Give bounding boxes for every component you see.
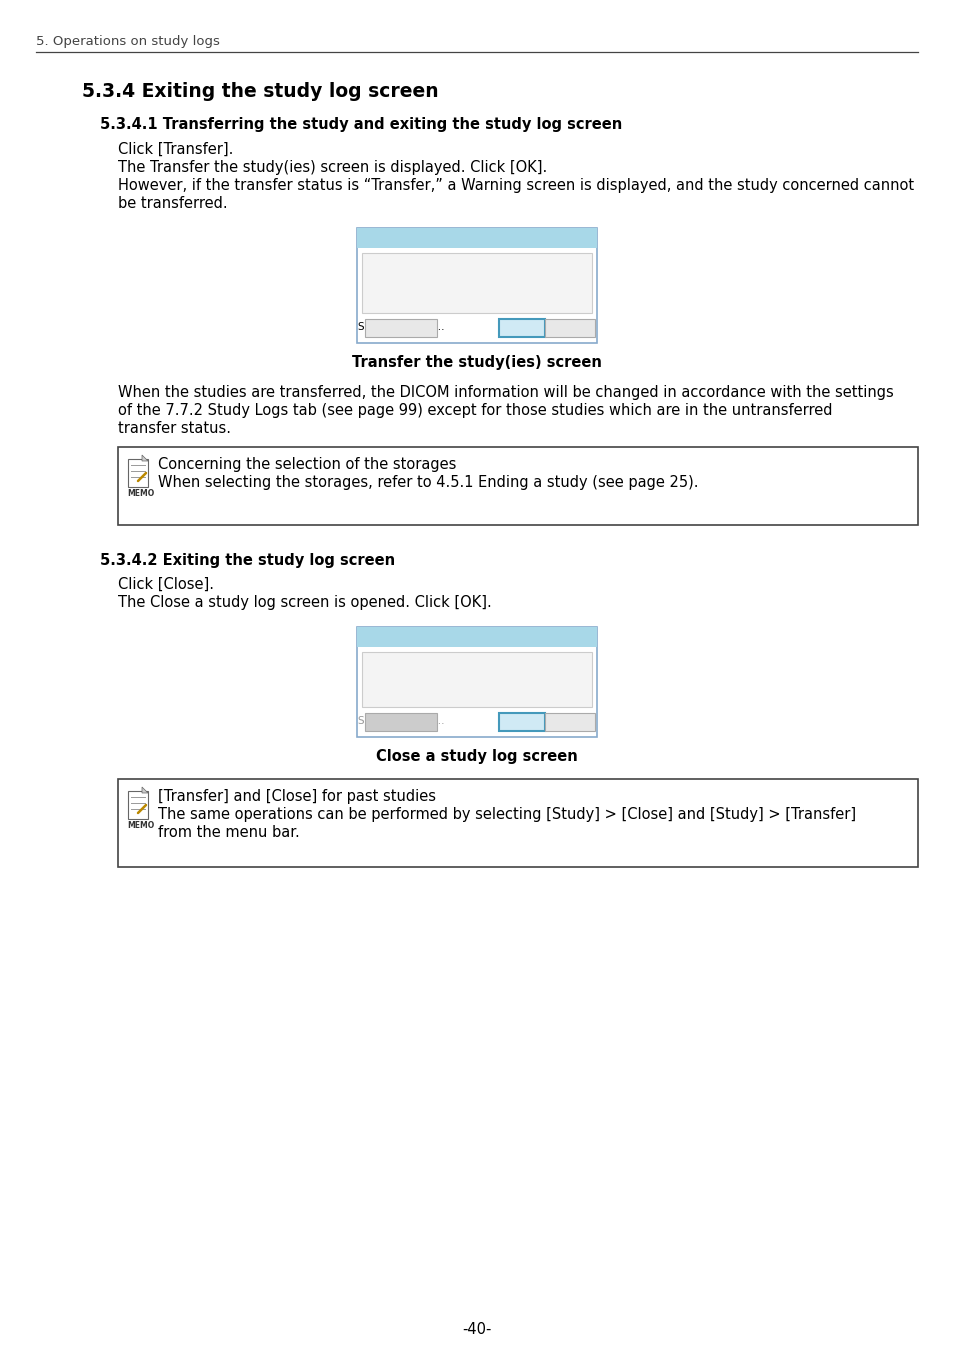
Text: Study(ies) will be transferred.: Study(ies) will be transferred. — [374, 263, 539, 273]
Text: When selecting the storages, refer to 4.5.1 Ending a study (see page 25).: When selecting the storages, refer to 4.… — [158, 475, 698, 490]
Bar — [361, 252, 592, 313]
Text: 5.3.4.1 Transferring the study and exiting the study log screen: 5.3.4.1 Transferring the study and exiti… — [100, 117, 621, 132]
Bar — [128, 791, 148, 819]
Bar — [498, 713, 544, 730]
Bar — [544, 713, 595, 730]
Text: [Transfer] and [Close] for past studies: [Transfer] and [Close] for past studies — [158, 788, 436, 805]
Text: Click [Close].: Click [Close]. — [118, 576, 213, 593]
Text: Select Storage...: Select Storage... — [357, 716, 444, 726]
Text: However, if the transfer status is “Transfer,” a Warning screen is displayed, an: However, if the transfer status is “Tran… — [118, 178, 913, 193]
Text: The Transfer the study(ies) screen is displayed. Click [OK].: The Transfer the study(ies) screen is di… — [118, 161, 547, 176]
Bar — [544, 319, 595, 338]
Bar — [128, 459, 148, 487]
Bar — [365, 319, 436, 338]
Text: Cancel: Cancel — [552, 716, 587, 726]
Text: The same operations can be performed by selecting [Study] > [Close] and [Study] : The same operations can be performed by … — [158, 807, 855, 822]
Bar — [118, 447, 917, 525]
Text: When the studies are transferred, the DICOM information will be changed in accor: When the studies are transferred, the DI… — [118, 385, 893, 400]
Text: OK: OK — [514, 323, 529, 332]
Text: 5.3.4 Exiting the study log screen: 5.3.4 Exiting the study log screen — [82, 82, 438, 101]
Text: MEMO: MEMO — [127, 821, 154, 830]
Text: Close a study log: Close a study log — [363, 630, 453, 641]
Text: MEMO: MEMO — [127, 489, 154, 498]
Bar — [498, 319, 544, 338]
Polygon shape — [142, 787, 148, 792]
Text: of the 7.7.2 Study Logs tab (see page 99) except for those studies which are in : of the 7.7.2 Study Logs tab (see page 99… — [118, 404, 832, 418]
Text: 5.3.4.2 Exiting the study log screen: 5.3.4.2 Exiting the study log screen — [100, 554, 395, 568]
Bar — [356, 626, 597, 737]
Text: from the menu bar.: from the menu bar. — [158, 825, 299, 840]
Text: Cancel: Cancel — [552, 323, 587, 332]
Text: The Close a study log screen is opened. Click [OK].: The Close a study log screen is opened. … — [118, 595, 491, 610]
Text: OK: OK — [514, 716, 529, 726]
Text: Close a study log screen: Close a study log screen — [375, 749, 578, 764]
Bar — [356, 626, 597, 647]
Bar — [356, 228, 597, 248]
Text: Transfer the study(ies) screen: Transfer the study(ies) screen — [352, 355, 601, 370]
Text: -40-: -40- — [462, 1322, 491, 1336]
Bar — [356, 228, 597, 343]
Bar — [365, 713, 436, 730]
Text: be transferred.: be transferred. — [118, 196, 228, 211]
Bar — [118, 779, 917, 867]
Text: Click [Transfer].: Click [Transfer]. — [118, 142, 233, 157]
Text: This study log will be closed.: This study log will be closed. — [374, 662, 534, 672]
Text: Transfer the study(ies): Transfer the study(ies) — [363, 232, 480, 242]
Text: transfer status.: transfer status. — [118, 421, 231, 436]
Text: 5. Operations on study logs: 5. Operations on study logs — [36, 35, 219, 49]
Text: Select Storage...: Select Storage... — [357, 323, 444, 332]
Text: Concerning the selection of the storages: Concerning the selection of the storages — [158, 458, 456, 472]
Polygon shape — [142, 455, 148, 460]
Bar — [361, 652, 592, 707]
